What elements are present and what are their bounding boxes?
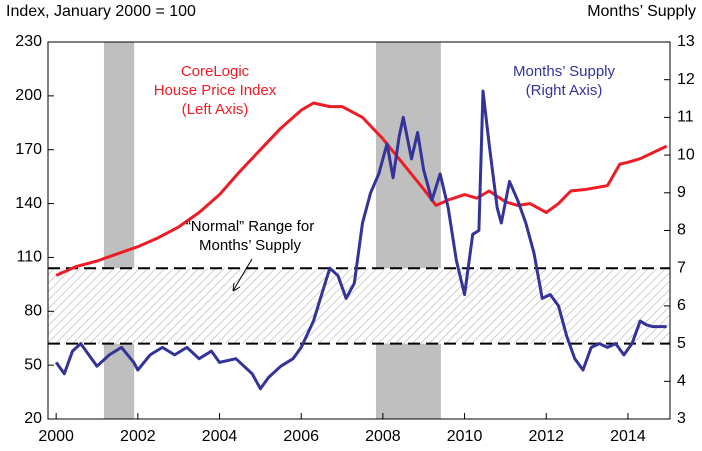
y-tick-label: 80: [24, 303, 42, 320]
y2-tick-label: 3: [677, 410, 686, 427]
annotation: “Normal” Range for: [186, 218, 314, 235]
annotation-arrow: [232, 258, 253, 292]
annotation: CoreLogic: [181, 63, 250, 80]
y2-tick-label: 10: [677, 146, 695, 163]
y2-tick-label: 9: [677, 184, 686, 201]
y-tick-label: 20: [24, 410, 42, 427]
x-tick-label: 2000: [38, 428, 74, 445]
annotation: House Price Index: [154, 82, 277, 99]
y-tick-label: 200: [15, 87, 42, 104]
x-tick-label: 2006: [283, 428, 319, 445]
x-tick-label: 2010: [447, 428, 483, 445]
series-line: [55, 101, 668, 277]
y2-tick-label: 7: [677, 259, 686, 276]
recession-shade: [103, 42, 135, 419]
y-tick-label: 230: [15, 33, 42, 50]
y-tick-label: 140: [15, 195, 42, 212]
y2-tick-label: 12: [677, 71, 695, 88]
y2-tick-label: 8: [677, 222, 686, 239]
annotation: Months’ Supply: [199, 237, 301, 254]
recession-shade: [375, 42, 441, 419]
x-tick-label: 2004: [202, 428, 238, 445]
y-tick-label: 110: [16, 249, 42, 266]
annotation: (Right Axis): [526, 82, 603, 99]
y-axis-label: Index, January 2000 = 100: [6, 3, 196, 20]
y2-tick-label: 6: [677, 297, 686, 314]
series-line: [54, 89, 667, 391]
x-tick-label: 2012: [528, 428, 564, 445]
x-tick-label: 2008: [365, 428, 401, 445]
normal-range-band: [48, 268, 670, 344]
y2-axis-label: Months’ Supply: [587, 3, 696, 20]
y2-tick-label: 4: [677, 373, 686, 390]
annotation: Months’ Supply: [513, 63, 615, 80]
y2-tick-label: 13: [677, 33, 695, 50]
x-tick-label: 2002: [120, 428, 156, 445]
y-tick-label: 50: [24, 356, 42, 373]
y-tick-label: 170: [15, 141, 42, 158]
annotation-arrowhead: [232, 282, 241, 292]
annotation: (Left Axis): [182, 101, 249, 118]
y2-tick-label: 11: [677, 109, 694, 126]
x-tick-label: 2014: [610, 428, 646, 445]
y2-tick-label: 5: [677, 335, 686, 352]
